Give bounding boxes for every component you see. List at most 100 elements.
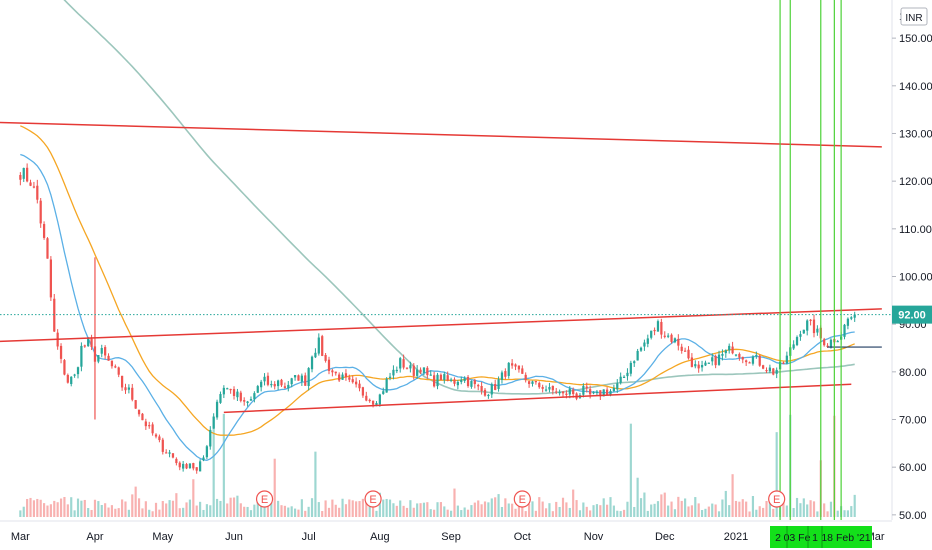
candle (595, 391, 599, 394)
candle (344, 373, 348, 378)
candle (110, 360, 114, 367)
volume-bar (741, 499, 744, 517)
candle (717, 354, 721, 365)
sma-long-line (63, 0, 855, 395)
candle (589, 389, 592, 395)
candle (799, 334, 802, 337)
earnings-marker: E (364, 490, 382, 508)
volume-bar (280, 505, 283, 517)
candle (683, 350, 687, 352)
candle (768, 367, 772, 372)
volume-bar (168, 500, 171, 517)
volume-bar (382, 499, 385, 517)
volume-bar (344, 504, 348, 517)
candle (745, 360, 748, 363)
volume-bar (443, 506, 446, 517)
signal-date-label: 18 Feb '21 (821, 532, 870, 544)
volume-bar (785, 505, 788, 517)
volume-bar (334, 504, 337, 517)
candle (504, 371, 507, 377)
volume-bar (751, 496, 755, 517)
volume-bar (690, 505, 693, 517)
volume-bar (351, 500, 354, 517)
candle (806, 320, 809, 331)
sma-short-line (20, 153, 855, 461)
candle (287, 384, 290, 389)
volume-bar (114, 508, 117, 517)
y-tick-label: 150.00 (899, 33, 932, 45)
candle (795, 337, 799, 346)
volume-bar (76, 498, 80, 517)
volume-bar (673, 509, 677, 517)
candle (714, 356, 717, 366)
volume-bar (426, 502, 429, 517)
volume-bar (232, 497, 236, 517)
candle (446, 375, 449, 381)
candle (765, 370, 768, 372)
volume-bar (575, 500, 578, 517)
candle (392, 369, 395, 376)
candle (341, 374, 344, 380)
volume-bar (619, 511, 622, 517)
candle (690, 357, 694, 367)
volume-bar (253, 504, 256, 517)
volume-bar (677, 496, 680, 517)
x-tick-label: 2021 (724, 531, 748, 543)
volume-bar (195, 505, 198, 517)
candle (355, 381, 358, 385)
volume-bar (694, 497, 697, 517)
volume-bar (97, 501, 100, 517)
candle (466, 376, 470, 387)
candle (131, 387, 134, 400)
candle (134, 400, 137, 409)
volume-bar (568, 507, 571, 517)
volume-bar (161, 501, 164, 517)
y-tick-label: 60.00 (899, 462, 927, 474)
candle (300, 375, 303, 382)
candle (290, 378, 293, 385)
volume-bar (490, 498, 493, 517)
volume-bar (22, 506, 25, 517)
candle (622, 376, 626, 378)
volume-bar (636, 477, 639, 517)
candle (114, 366, 117, 368)
volume-bar (368, 499, 371, 517)
candle (266, 375, 270, 385)
candle (202, 457, 205, 461)
candle (412, 365, 415, 376)
volume-bar (226, 503, 229, 517)
candle (639, 347, 643, 351)
volume-bar (762, 507, 765, 517)
candle (456, 381, 459, 386)
candle (226, 388, 229, 390)
candle (141, 413, 144, 421)
candle (758, 355, 761, 366)
volume-bar (246, 506, 249, 517)
candle (728, 345, 731, 351)
volume-bar (643, 492, 646, 517)
candle (117, 367, 120, 375)
volume-bar (684, 498, 687, 517)
volume-bar (707, 506, 710, 517)
candle (205, 446, 209, 458)
volume-bar (53, 500, 56, 517)
candle (585, 386, 588, 389)
volume-bar (378, 492, 381, 517)
x-tick-label: Nov (584, 531, 604, 543)
volume-bar (724, 490, 727, 517)
candle (100, 348, 103, 354)
candle (53, 298, 56, 332)
y-tick-label: 120.00 (899, 176, 932, 188)
volume-bar (73, 510, 76, 517)
candle (816, 328, 819, 333)
candle (660, 321, 663, 335)
volume-bar (287, 507, 290, 517)
candle (236, 391, 239, 398)
volume-bar (29, 497, 32, 517)
x-tick-label: Mar (11, 531, 30, 543)
volume-bar (531, 501, 534, 517)
candle (321, 336, 324, 356)
candle (158, 436, 161, 441)
